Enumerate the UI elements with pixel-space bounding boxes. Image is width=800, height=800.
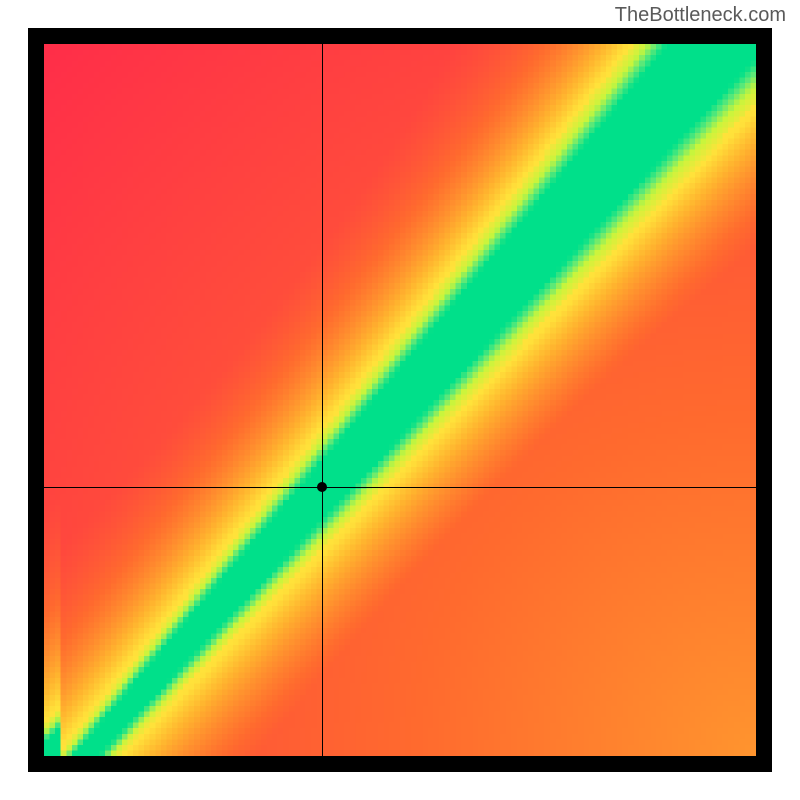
- crosshair-horizontal: [44, 487, 756, 488]
- heatmap-canvas: [44, 44, 756, 756]
- outer-frame: [28, 28, 772, 772]
- crosshair-vertical: [322, 44, 323, 756]
- marker-dot: [317, 482, 327, 492]
- chart-container: TheBottleneck.com: [0, 0, 800, 800]
- watermark-text: TheBottleneck.com: [615, 4, 786, 27]
- plot-area: [44, 44, 756, 756]
